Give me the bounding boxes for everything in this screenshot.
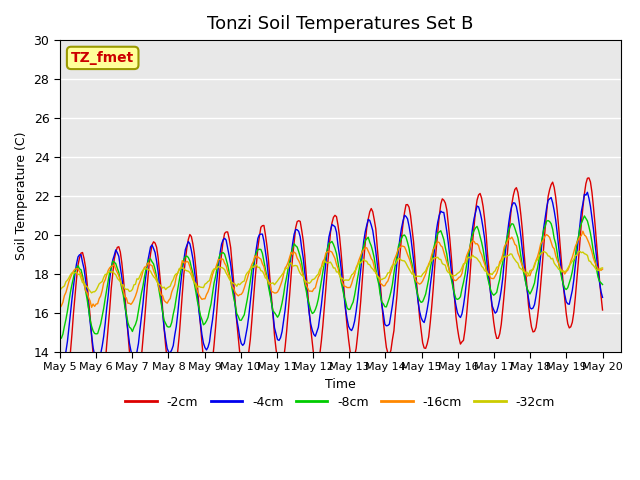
-8cm [295,249,303,254]
-16cm [122,295,130,301]
-16cm [245,270,253,276]
-32cm [124,287,132,292]
-4cm [220,237,227,243]
-4cm [56,361,64,367]
Text: TZ_fmet: TZ_fmet [71,51,134,65]
-32cm [570,256,578,262]
-4cm [59,363,67,369]
-2cm [220,238,227,244]
-8cm [570,259,578,265]
-8cm [598,282,606,288]
Line: -8cm: -8cm [60,216,602,338]
-2cm [56,384,64,390]
-2cm [598,307,606,313]
-8cm [246,278,254,284]
Title: Tonzi Soil Temperatures Set B: Tonzi Soil Temperatures Set B [207,15,474,33]
-2cm [59,398,67,404]
-2cm [237,361,245,367]
Line: -16cm: -16cm [60,231,602,308]
-16cm [236,292,244,298]
-4cm [124,327,132,333]
-32cm [88,290,95,296]
-2cm [570,310,578,315]
Line: -32cm: -32cm [60,252,602,293]
-16cm [579,228,587,234]
-4cm [584,190,591,195]
-8cm [220,250,227,255]
-8cm [580,213,588,219]
-32cm [237,280,245,286]
-16cm [293,255,301,261]
-4cm [598,294,606,300]
-4cm [237,340,245,346]
-32cm [246,266,254,272]
-2cm [585,175,593,181]
-32cm [576,249,584,254]
-8cm [124,320,132,325]
-2cm [124,330,132,336]
Line: -2cm: -2cm [60,178,602,401]
-4cm [246,299,254,305]
X-axis label: Time: Time [325,377,356,391]
-16cm [568,254,576,260]
-32cm [220,265,227,271]
-32cm [295,267,303,273]
-2cm [295,218,303,224]
-8cm [58,336,65,341]
-4cm [570,277,578,283]
-32cm [598,265,606,271]
-2cm [246,336,254,342]
-16cm [218,256,225,262]
-8cm [56,335,64,340]
Legend: -2cm, -4cm, -8cm, -16cm, -32cm: -2cm, -4cm, -8cm, -16cm, -32cm [120,391,560,414]
-32cm [56,288,64,294]
Line: -4cm: -4cm [60,192,602,366]
-16cm [56,305,64,311]
-16cm [598,266,606,272]
Y-axis label: Soil Temperature (C): Soil Temperature (C) [15,132,28,260]
-8cm [237,317,245,323]
-4cm [295,228,303,234]
